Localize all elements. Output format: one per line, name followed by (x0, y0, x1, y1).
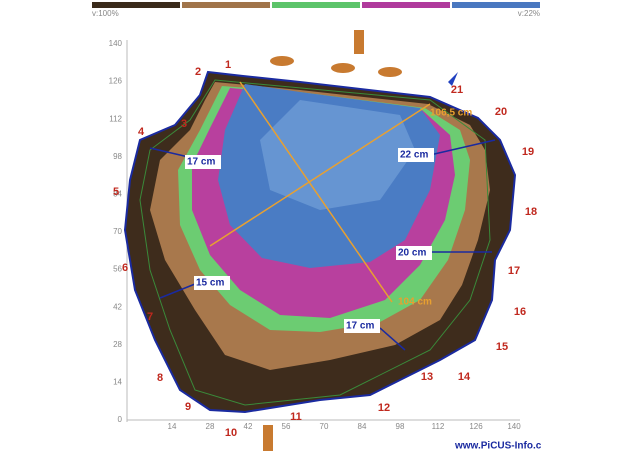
y-tick-label: 0 (118, 415, 123, 424)
x-tick-label: 42 (244, 422, 253, 431)
measurement-label: 17 cm (346, 321, 374, 332)
sensor-number: 14 (458, 371, 471, 383)
x-tick-label: 112 (432, 422, 445, 431)
measurement-label: 106,5 cm (430, 108, 472, 119)
y-tick-label: 112 (109, 114, 122, 123)
measurement-label: 22 cm (400, 150, 428, 161)
sensor-number: 20 (495, 106, 507, 118)
x-tick-label: 70 (320, 422, 329, 431)
y-tick-label: 140 (109, 39, 123, 48)
measurement-box (344, 319, 380, 333)
y-tick-label: 56 (113, 265, 122, 274)
sensor-number: 16 (514, 306, 526, 318)
scale-left-label: v:100% (92, 9, 119, 18)
x-tick-label: 84 (358, 422, 367, 431)
sensor-number: 5 (113, 186, 119, 198)
sensor-number: 19 (522, 146, 534, 158)
x-tick-label: 126 (469, 422, 483, 431)
measurement-box (398, 148, 434, 162)
y-tick-label: 14 (113, 378, 122, 387)
x-tick-label: 28 (206, 422, 215, 431)
measurement-box (194, 276, 230, 290)
sensor-number: 7 (147, 311, 153, 323)
sensor-number: 17 (508, 265, 520, 277)
sensor-number: 3 (181, 118, 187, 130)
measurement-label: 20 cm (398, 248, 426, 259)
sensor-number: 9 (185, 401, 191, 413)
measurement-label: 104 cm (398, 297, 432, 308)
sensor-number: 1 (225, 59, 231, 71)
sensor-number: 2 (195, 66, 201, 78)
sensor-number: 6 (122, 262, 128, 274)
measurement-box (185, 155, 221, 169)
sensor-number: 13 (421, 371, 433, 383)
sensor-number: 4 (138, 126, 145, 138)
measurement-label: 15 cm (196, 278, 224, 289)
guide-lines (139, 79, 496, 406)
y-tick-label: 28 (113, 340, 122, 349)
x-tick-label: 56 (282, 422, 291, 431)
x-tick-label: 14 (168, 422, 177, 431)
measurement-box (396, 246, 432, 260)
y-tick-label: 70 (113, 227, 122, 236)
sensor-number: 21 (451, 84, 463, 96)
x-tick-label: 98 (396, 422, 405, 431)
x-tick-label: 140 (507, 422, 521, 431)
sensor-number: 12 (378, 402, 390, 414)
sensor-number: 18 (525, 206, 537, 218)
scale-right-label: v:22% (518, 9, 540, 18)
y-tick-label: 98 (113, 152, 122, 161)
measurement-label: 17 cm (187, 157, 215, 168)
y-tick-label: 126 (109, 77, 123, 86)
sensor-number: 15 (496, 341, 508, 353)
sensor-number: 8 (157, 372, 163, 384)
sensor-icons (263, 30, 458, 451)
sensor-number: 11 (290, 411, 302, 423)
y-tick-label: 42 (113, 302, 122, 311)
y-tick-label: 84 (113, 190, 122, 199)
sensor-number: 10 (225, 427, 237, 439)
footer-url: www.PiCUS-Info.c (454, 441, 542, 452)
color-scale (92, 2, 540, 8)
